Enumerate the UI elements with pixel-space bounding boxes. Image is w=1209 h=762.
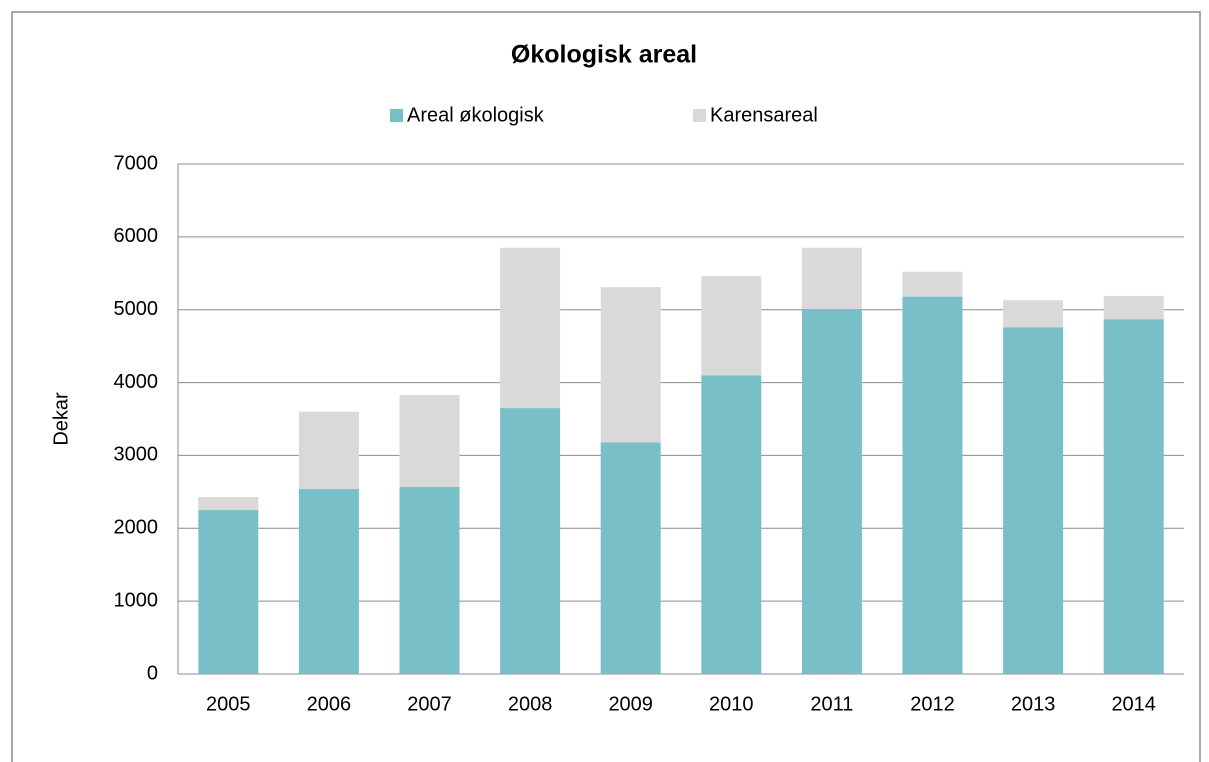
bar-segment [298, 411, 359, 489]
legend-label: Karensareal [710, 104, 818, 126]
bar-segment [198, 496, 259, 511]
y-tick-label: 1000 [114, 589, 159, 611]
bar-segment [198, 510, 259, 674]
x-tick-label: 2011 [810, 693, 853, 715]
x-tick-label: 2012 [910, 693, 955, 715]
legend-swatch [693, 109, 706, 122]
bar-segment [399, 486, 460, 674]
x-tick-label: 2013 [1011, 693, 1056, 715]
bar-segment [298, 488, 359, 674]
chart-frame [11, 11, 1201, 762]
bar-segment [701, 375, 762, 674]
bar-segment [1003, 300, 1064, 328]
x-tick-label: 2008 [508, 693, 553, 715]
x-tick-label: 2014 [1111, 693, 1156, 715]
legend-swatch [390, 109, 403, 122]
bar-segment [399, 394, 460, 487]
y-tick-label: 6000 [114, 225, 159, 247]
y-tick-label: 2000 [114, 517, 159, 539]
x-tick-label: 2006 [307, 693, 352, 715]
bar-segment [902, 271, 963, 297]
y-axis-label: Dekar [50, 392, 72, 446]
chart-title: Økologisk areal [511, 41, 697, 69]
bar-segment [500, 408, 561, 674]
x-tick-label: 2005 [206, 693, 251, 715]
bar-segment [902, 296, 963, 674]
bar-segment [801, 247, 862, 309]
x-tick-label: 2007 [407, 693, 452, 715]
y-tick-label: 3000 [114, 444, 159, 466]
bar-segment [600, 442, 661, 674]
x-tick-label: 2010 [709, 693, 754, 715]
bar-segment [1103, 295, 1164, 320]
y-tick-label: 7000 [114, 152, 159, 174]
bar-segment [801, 308, 862, 674]
y-tick-label: 4000 [114, 371, 159, 393]
legend-label: Areal økologisk [407, 104, 545, 126]
bar-segment [600, 287, 661, 443]
y-tick-label: 0 [147, 662, 158, 684]
bar-segment [1003, 327, 1064, 674]
bar-segment [1103, 319, 1164, 674]
bar-segment [701, 276, 762, 376]
x-tick-label: 2009 [608, 693, 653, 715]
y-tick-label: 5000 [114, 298, 159, 320]
bar-segment [500, 247, 561, 409]
